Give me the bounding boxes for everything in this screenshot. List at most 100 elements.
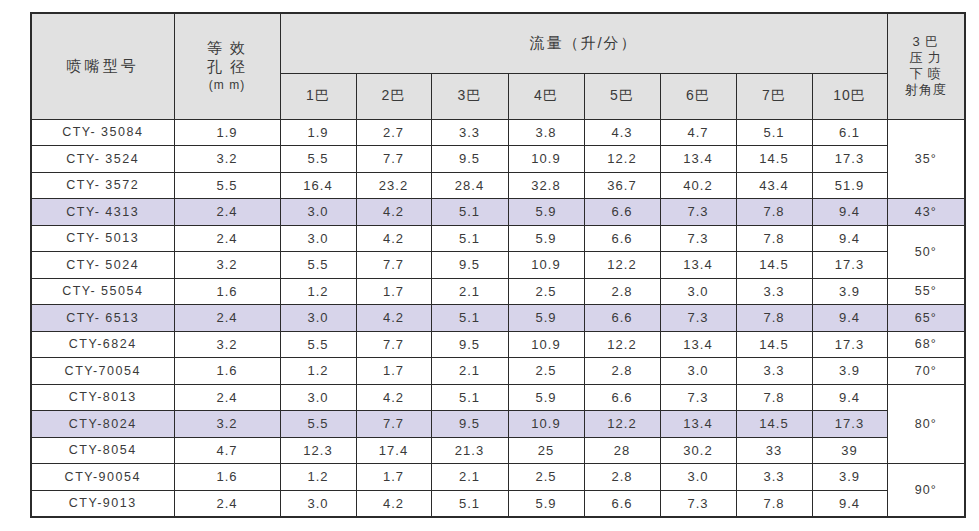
flow-cell: 7.3: [660, 490, 736, 517]
flow-cell: 7.7: [356, 252, 431, 279]
aperture-cell: 3.2: [174, 411, 280, 438]
flow-cell: 7.7: [356, 331, 431, 358]
flow-cell: 10.9: [508, 252, 584, 279]
flow-cell: 17.3: [812, 252, 887, 279]
aperture-cell: 2.4: [174, 199, 280, 226]
header-angle-line2: 压 力: [888, 50, 965, 66]
flow-cell: 12.3: [280, 437, 356, 464]
flow-cell: 7.8: [736, 305, 812, 332]
flow-cell: 25: [508, 437, 584, 464]
flow-cell: 14.5: [736, 331, 812, 358]
flow-cell: 4.2: [356, 225, 431, 252]
model-cell: CTY-90054: [31, 464, 174, 491]
header-nozzle-model: 喷嘴型号: [31, 13, 174, 119]
table-body: CTY- 350841.91.92.73.33.84.34.75.16.135°…: [31, 119, 965, 517]
aperture-cell: 3.2: [174, 252, 280, 279]
aperture-cell: 2.4: [174, 384, 280, 411]
flow-cell: 1.9: [280, 119, 356, 146]
flow-cell: 6.1: [812, 119, 887, 146]
angle-cell: 50°: [887, 225, 965, 278]
flow-cell: 21.3: [431, 437, 508, 464]
table-row: CTY- 43132.43.04.25.15.96.67.37.89.443°: [31, 199, 965, 226]
flow-cell: 1.2: [280, 278, 356, 305]
aperture-cell: 1.6: [174, 358, 280, 385]
table-row: CTY-80132.43.04.25.15.96.67.37.89.480°: [31, 384, 965, 411]
flow-cell: 10.9: [508, 411, 584, 438]
flow-cell: 2.8: [584, 464, 660, 491]
flow-cell: 14.5: [736, 146, 812, 173]
flow-cell: 14.5: [736, 252, 812, 279]
flow-cell: 3.0: [660, 358, 736, 385]
flow-cell: 6.6: [584, 305, 660, 332]
header-row-top: 喷嘴型号 等 效 孔 径 (m m) 流量（升/分） 3 巴 压 力 下 喷 射…: [31, 13, 965, 73]
angle-cell: 65°: [887, 305, 965, 332]
flow-cell: 7.7: [356, 411, 431, 438]
table-row: CTY- 50132.43.04.25.15.96.67.37.89.450°: [31, 225, 965, 252]
flow-cell: 3.0: [280, 490, 356, 517]
flow-cell: 4.2: [356, 199, 431, 226]
table-row: CTY-80544.712.317.421.3252830.23339: [31, 437, 965, 464]
flow-cell: 1.7: [356, 464, 431, 491]
flow-cell: 5.9: [508, 384, 584, 411]
table-row: CTY- 35725.516.423.228.432.836.740.243.4…: [31, 172, 965, 199]
header-pressure-7bar: 7巴: [736, 73, 812, 119]
flow-cell: 3.3: [736, 464, 812, 491]
table-row: CTY- 50243.25.57.79.510.912.213.414.517.…: [31, 252, 965, 279]
flow-cell: 9.4: [812, 199, 887, 226]
flow-cell: 5.1: [431, 490, 508, 517]
flow-cell: 4.2: [356, 305, 431, 332]
model-cell: CTY-9013: [31, 490, 174, 517]
header-pressure-1bar: 1巴: [280, 73, 356, 119]
header-spray-angle: 3 巴 压 力 下 喷 射角度: [887, 13, 965, 119]
flow-cell: 10.9: [508, 146, 584, 173]
flow-cell: 3.3: [431, 119, 508, 146]
flow-cell: 7.8: [736, 384, 812, 411]
flow-cell: 9.4: [812, 384, 887, 411]
flow-cell: 2.5: [508, 358, 584, 385]
flow-cell: 3.8: [508, 119, 584, 146]
flow-cell: 7.3: [660, 384, 736, 411]
flow-cell: 9.5: [431, 411, 508, 438]
flow-cell: 3.0: [280, 305, 356, 332]
header-angle-line3: 下 喷: [888, 66, 965, 82]
flow-cell: 9.4: [812, 490, 887, 517]
model-cell: CTY- 4313: [31, 199, 174, 226]
header-angle-line4: 射角度: [888, 82, 965, 98]
flow-cell: 2.1: [431, 464, 508, 491]
flow-cell: 51.9: [812, 172, 887, 199]
flow-cell: 17.3: [812, 146, 887, 173]
flow-cell: 36.7: [584, 172, 660, 199]
table-row: CTY-68243.25.57.79.510.912.213.414.517.3…: [31, 331, 965, 358]
flow-cell: 3.0: [660, 464, 736, 491]
flow-cell: 13.4: [660, 252, 736, 279]
flow-cell: 1.7: [356, 358, 431, 385]
header-aperture-line1: 等 效: [175, 38, 280, 57]
angle-cell: 43°: [887, 199, 965, 226]
model-cell: CTY- 3572: [31, 172, 174, 199]
header-equivalent-aperture: 等 效 孔 径 (m m): [174, 13, 280, 119]
flow-cell: 9.5: [431, 146, 508, 173]
table-header: 喷嘴型号 等 效 孔 径 (m m) 流量（升/分） 3 巴 压 力 下 喷 射…: [31, 13, 965, 119]
angle-cell: 80°: [887, 384, 965, 464]
flow-cell: 2.8: [584, 278, 660, 305]
flow-cell: 3.3: [736, 278, 812, 305]
flow-cell: 3.0: [280, 225, 356, 252]
flow-cell: 16.4: [280, 172, 356, 199]
table-row: CTY- 35243.25.57.79.510.912.213.414.517.…: [31, 146, 965, 173]
table-row: CTY-80243.25.57.79.510.912.213.414.517.3: [31, 411, 965, 438]
flow-cell: 3.9: [812, 278, 887, 305]
model-cell: CTY- 3524: [31, 146, 174, 173]
flow-cell: 6.6: [584, 225, 660, 252]
flow-cell: 10.9: [508, 331, 584, 358]
flow-cell: 5.5: [280, 331, 356, 358]
table-row: CTY- 550541.61.21.72.12.52.83.03.33.955°: [31, 278, 965, 305]
header-angle-line1: 3 巴: [888, 34, 965, 50]
flow-cell: 3.3: [736, 358, 812, 385]
flow-cell: 5.1: [431, 305, 508, 332]
flow-cell: 5.1: [431, 199, 508, 226]
flow-cell: 4.2: [356, 490, 431, 517]
flow-cell: 3.0: [280, 199, 356, 226]
flow-cell: 32.8: [508, 172, 584, 199]
flow-cell: 5.1: [736, 119, 812, 146]
flow-cell: 17.4: [356, 437, 431, 464]
